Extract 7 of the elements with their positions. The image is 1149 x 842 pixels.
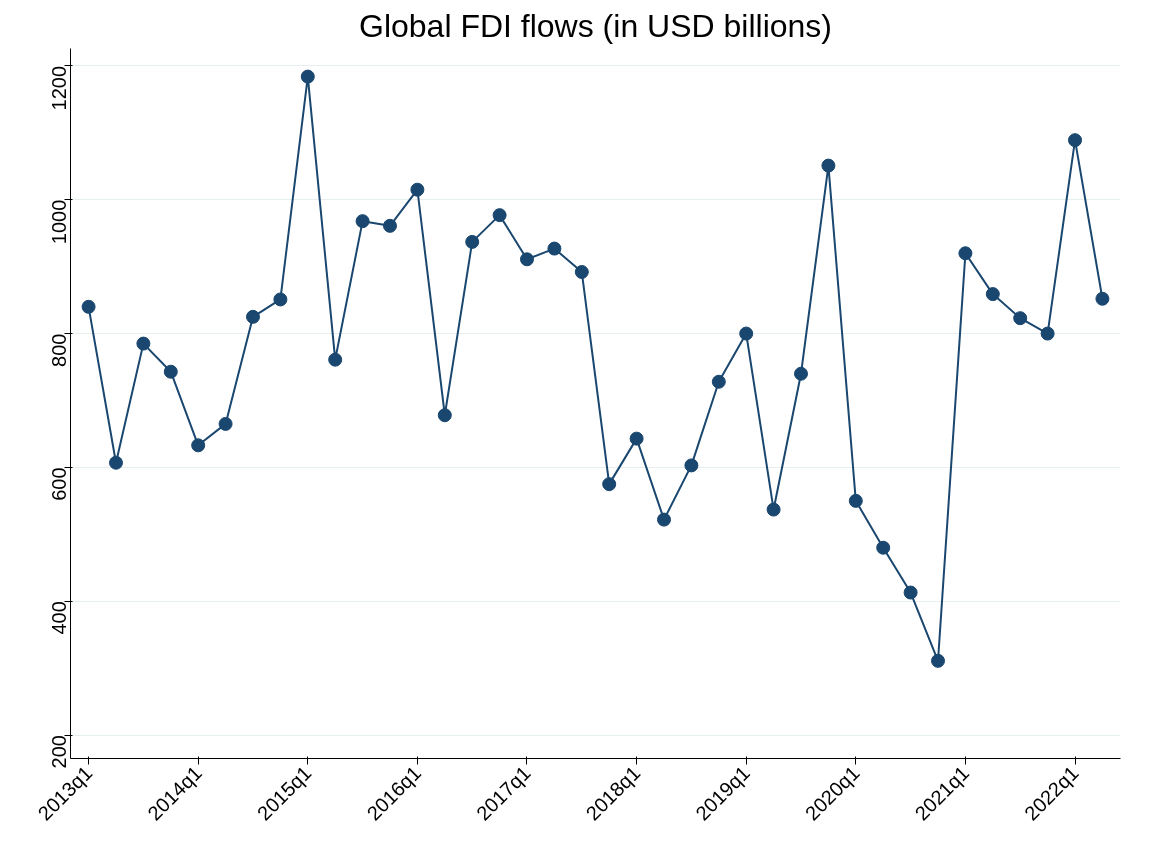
y-tick-label: 800 — [48, 333, 71, 367]
y-tick-label: 400 — [48, 601, 71, 635]
y-tick-label: 1200 — [48, 65, 71, 111]
y-tick-label: 600 — [48, 467, 71, 501]
y-tick-label: 1000 — [48, 199, 71, 245]
y-tick-label: 200 — [48, 735, 71, 769]
chart-title: Global FDI flows (in USD billions) — [358, 7, 833, 44]
